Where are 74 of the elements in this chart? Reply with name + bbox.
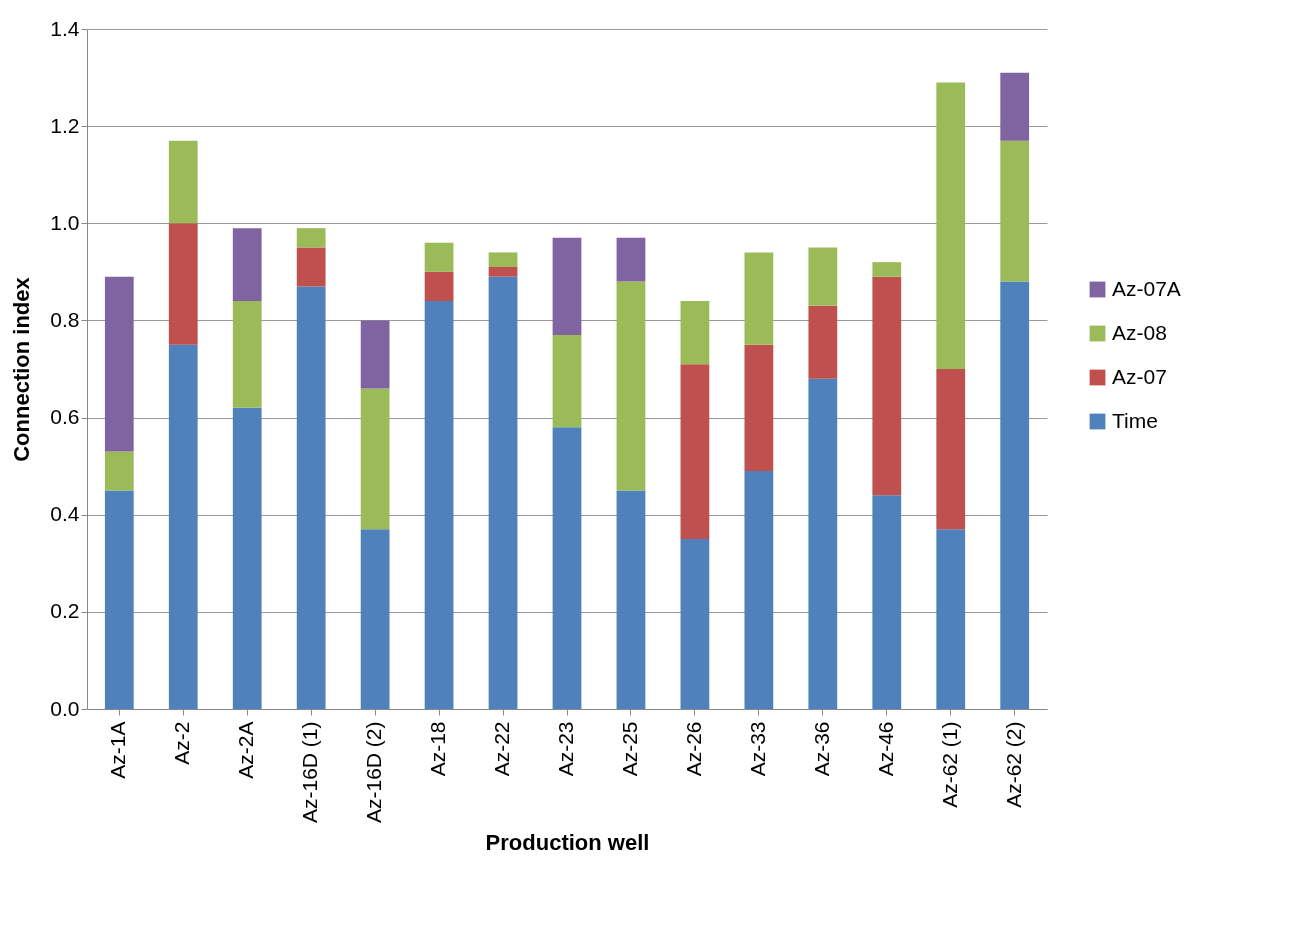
bar — [808, 378, 838, 709]
bar — [296, 247, 326, 287]
bar — [744, 471, 774, 709]
y-tick-label: 1.0 — [50, 210, 80, 234]
bar — [872, 262, 902, 277]
bar — [232, 407, 262, 709]
y-axis-title: Connection index — [9, 276, 35, 462]
bar — [936, 529, 966, 709]
bar — [616, 281, 646, 491]
x-tick-label: Az-23 — [554, 721, 577, 777]
bar — [360, 388, 390, 530]
legend-label: Time — [1112, 408, 1158, 432]
x-tick-label: Az-2 — [170, 721, 194, 765]
bar — [744, 344, 774, 471]
bar — [424, 301, 454, 709]
bar — [424, 271, 454, 301]
bar — [488, 276, 518, 709]
bar — [232, 301, 262, 408]
bar — [808, 305, 838, 379]
legend-label: Az-08 — [1112, 320, 1167, 344]
bar — [104, 490, 134, 709]
bar — [360, 320, 390, 389]
bar — [552, 427, 582, 709]
x-tick-label: Az-18 — [426, 721, 450, 777]
bar — [1000, 72, 1030, 141]
bar — [872, 495, 902, 709]
bar — [296, 286, 326, 709]
bar — [616, 237, 646, 282]
bar — [872, 276, 902, 496]
x-tick-label: Az-33 — [745, 721, 769, 777]
bar — [488, 267, 518, 277]
x-tick-label: Az-16D (1) — [298, 721, 322, 824]
bar — [168, 140, 198, 224]
y-tick-label: 1.4 — [50, 16, 80, 40]
x-tick-label: Az-16D (2) — [362, 721, 386, 824]
bar — [1000, 140, 1030, 282]
x-tick-label: Az-62 (2) — [1001, 721, 1025, 808]
bar — [104, 451, 134, 491]
bar — [1000, 281, 1030, 709]
bar — [168, 223, 198, 345]
x-tick-label: Az-62 (1) — [937, 721, 961, 808]
bar — [680, 539, 710, 709]
x-tick-label: Az-2A — [234, 721, 258, 779]
x-tick-label: Az-36 — [809, 721, 833, 777]
bar — [168, 344, 198, 709]
bar — [680, 364, 710, 539]
bar — [936, 369, 966, 530]
x-tick-label: Az-25 — [617, 721, 641, 777]
y-tick-label: 0.4 — [50, 502, 80, 526]
bar — [936, 82, 966, 369]
x-tick-label: Az-1A — [106, 721, 130, 779]
x-tick-label: Az-22 — [490, 721, 514, 777]
bar — [616, 490, 646, 709]
bar — [552, 237, 582, 335]
y-tick-label: 0.0 — [50, 696, 80, 720]
x-tick-label: Az-26 — [681, 721, 705, 777]
y-tick-label: 1.2 — [50, 113, 80, 137]
bar — [296, 228, 326, 248]
bar — [232, 228, 262, 301]
legend-label: Az-07 — [1112, 364, 1167, 388]
bar — [424, 242, 454, 272]
bar — [680, 301, 710, 365]
bar — [104, 276, 134, 452]
bar — [552, 335, 582, 428]
bar — [488, 252, 518, 267]
y-tick-label: 0.6 — [50, 405, 80, 429]
bar — [744, 252, 774, 345]
x-tick-label: Az-46 — [873, 721, 897, 777]
x-axis-title: Production well — [485, 830, 650, 856]
legend-label: Az-07A — [1112, 276, 1181, 300]
bar — [808, 247, 838, 306]
y-tick-label: 0.2 — [50, 599, 80, 623]
y-tick-label: 0.8 — [50, 307, 80, 331]
bar — [360, 529, 390, 709]
